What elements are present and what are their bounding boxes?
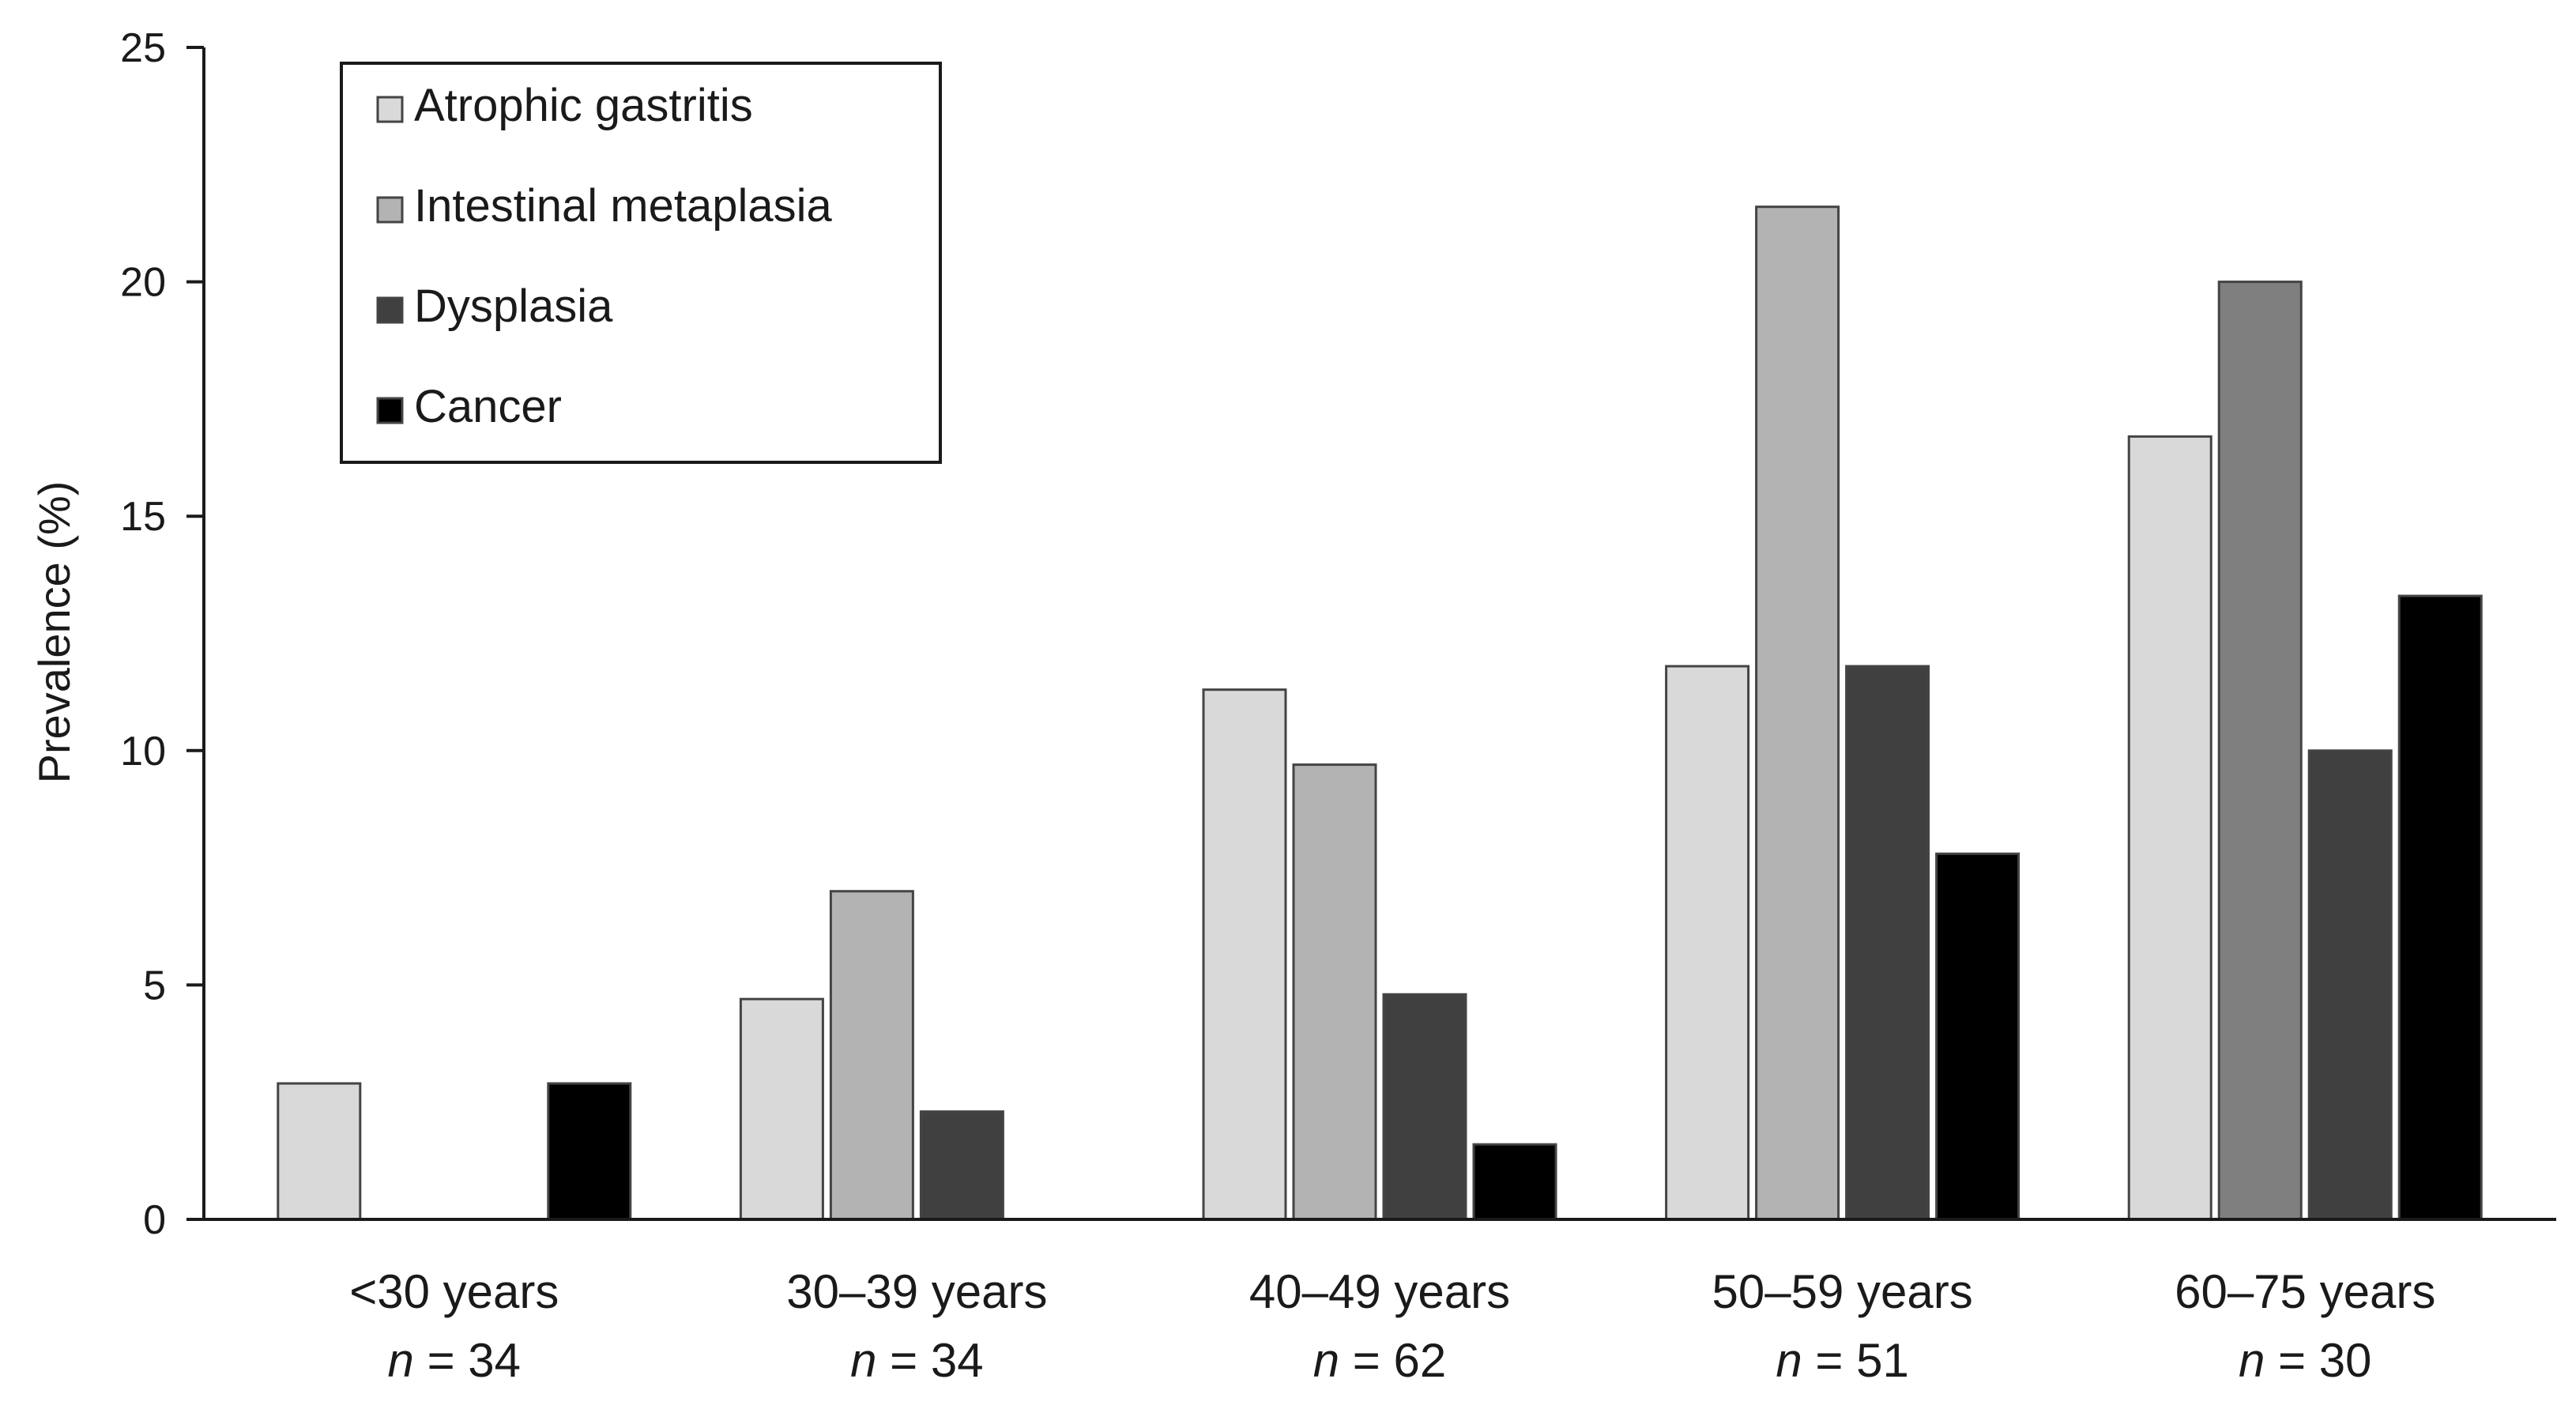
y-tick-label: 15	[120, 494, 166, 540]
bar-cancer-50-59-years	[1935, 852, 2021, 1221]
bar-atrophic-gastritis-30-years	[277, 1082, 362, 1221]
axes-layer	[202, 47, 2556, 1221]
y-ticks: 0 5 10 15 20 25	[120, 25, 204, 1243]
x-category-label: <30 years	[349, 1265, 559, 1318]
y-tick-label: 5	[143, 963, 166, 1008]
legend-swatch-intestinal-metaplasia	[376, 196, 404, 224]
bar-cancer-60-75-years	[2397, 594, 2483, 1221]
bar-intestinal-metaplasia-40-49-years	[1292, 763, 1377, 1221]
x-category-n: n = 34	[388, 1334, 522, 1387]
x-category-n: n = 62	[1313, 1334, 1447, 1387]
x-category-label: 40–49 years	[1249, 1265, 1510, 1318]
bar-intestinal-metaplasia-50-59-years	[1755, 205, 1840, 1221]
x-category-labels: <30 years n = 34 30–39 years n = 34 40–49 ye…	[349, 1265, 2435, 1387]
bar-atrophic-gastritis-40-49-years	[1202, 688, 1287, 1221]
x-category-n: n = 34	[850, 1334, 984, 1387]
bar-intestinal-metaplasia-30-39-years	[829, 890, 914, 1221]
legend-box	[340, 62, 942, 464]
bars-layer	[277, 205, 2483, 1221]
bar-dysplasia-60-75-years	[2307, 749, 2393, 1221]
legend-swatch-atrophic-gastritis	[376, 96, 404, 123]
legend-swatch-dysplasia	[376, 296, 404, 324]
legend-label-atrophic-gastritis: Atrophic gastritis	[414, 80, 753, 131]
bar-cancer-30-years	[547, 1082, 632, 1221]
bar-dysplasia-50-59-years	[1845, 665, 1930, 1221]
bar-intestinal-metaplasia-60-75-years	[2217, 281, 2303, 1221]
legend-label-intestinal-metaplasia: Intestinal metaplasia	[414, 180, 832, 232]
x-category-n: n = 30	[2239, 1334, 2372, 1387]
y-tick-label: 25	[120, 25, 166, 71]
bar-atrophic-gastritis-30-39-years	[739, 997, 824, 1221]
x-category-label: 30–39 years	[786, 1265, 1047, 1318]
bar-atrophic-gastritis-50-59-years	[1665, 665, 1750, 1221]
x-category-n: n = 51	[1776, 1334, 1909, 1387]
legend-label-cancer: Cancer	[414, 381, 562, 432]
x-category-label: 60–75 years	[2175, 1265, 2435, 1318]
y-tick-label: 10	[120, 729, 166, 774]
legend-items: Atrophic gastritis Intestinal metaplasia D…	[376, 80, 832, 432]
bar-atrophic-gastritis-60-75-years	[2127, 435, 2213, 1221]
legend: Atrophic gastritis Intestinal metaplasia D…	[340, 62, 942, 464]
legend-swatch-cancer	[376, 397, 404, 424]
x-category-label: 50–59 years	[1712, 1265, 1972, 1318]
y-axis-label: Prevalence (%)	[29, 481, 79, 784]
bar-dysplasia-30-39-years	[919, 1110, 1004, 1221]
legend-label-dysplasia: Dysplasia	[414, 281, 613, 332]
y-tick-label: 0	[143, 1197, 166, 1243]
bar-cancer-40-49-years	[1472, 1143, 1557, 1221]
bar-dysplasia-40-49-years	[1382, 993, 1467, 1221]
y-tick-label: 20	[120, 260, 166, 306]
